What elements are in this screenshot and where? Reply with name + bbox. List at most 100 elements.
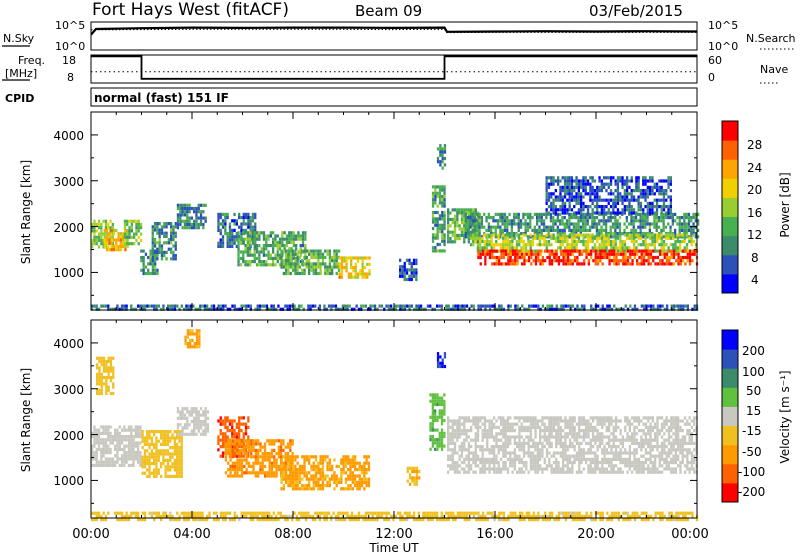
power-cell	[591, 192, 594, 196]
power-cell	[153, 250, 157, 254]
power-cell	[170, 225, 173, 229]
power-cell	[472, 236, 475, 240]
velocity-cell	[164, 458, 167, 462]
power-cell	[580, 307, 584, 311]
velocity-cell	[184, 338, 187, 342]
velocity-cell	[137, 441, 140, 445]
power-cell	[547, 185, 551, 189]
power-cell	[262, 244, 266, 248]
power-cell	[651, 211, 654, 215]
power-cell	[580, 304, 584, 308]
power-cell	[644, 216, 647, 220]
power-cell	[137, 304, 140, 308]
velocity-cell	[148, 458, 151, 462]
velocity-cell	[411, 466, 414, 470]
power-cell	[614, 219, 617, 223]
power-cell	[452, 307, 455, 311]
power-cell	[676, 216, 679, 220]
power-cell	[566, 176, 569, 180]
power-cell	[97, 238, 101, 243]
velocity-cell	[204, 426, 207, 430]
power-cell	[251, 253, 254, 257]
velocity-cell	[358, 484, 361, 488]
power-cell	[408, 274, 411, 278]
power-cell	[538, 233, 541, 237]
velocity-cell	[109, 359, 113, 364]
power-cell	[424, 307, 427, 311]
velocity-cell	[263, 452, 267, 456]
velocity-cell	[206, 423, 210, 427]
power-cell	[582, 236, 585, 240]
power-cell	[603, 246, 606, 250]
power-cell	[685, 246, 689, 250]
power-cell	[495, 239, 498, 244]
power-cell	[651, 192, 654, 196]
power-cell	[288, 234, 291, 238]
velocity-cell	[458, 419, 461, 423]
velocity-cell	[443, 352, 447, 356]
power-cell	[584, 219, 587, 223]
velocity-cell	[112, 356, 115, 360]
power-cell	[623, 228, 626, 232]
power-cell	[503, 228, 507, 232]
velocity-cell	[166, 465, 170, 469]
power-cell	[369, 307, 372, 311]
velocity-cell	[197, 419, 200, 424]
velocity-cell	[150, 471, 153, 475]
power-cell	[613, 249, 616, 253]
power-cell	[100, 235, 103, 239]
velocity-cell	[321, 464, 325, 468]
velocity-cell	[199, 419, 203, 424]
velocity-cell	[199, 407, 203, 411]
power-cell	[237, 234, 240, 238]
power-cell	[609, 235, 612, 239]
power-cell	[456, 221, 459, 225]
velocity-cell	[408, 466, 412, 470]
velocity-cell	[132, 463, 135, 467]
power-cell	[599, 249, 602, 253]
velocity-cell	[240, 458, 244, 462]
power-cell	[628, 185, 631, 189]
velocity-cell	[95, 441, 98, 445]
power-cell	[524, 233, 528, 237]
power-cell	[632, 219, 635, 223]
power-cell	[605, 176, 608, 180]
power-cell	[643, 307, 646, 311]
velocity-cell	[233, 454, 236, 458]
power-cell	[570, 228, 573, 232]
power-cell	[292, 256, 295, 260]
power-cell	[557, 246, 560, 250]
power-cell	[265, 307, 269, 311]
power-cell	[545, 189, 548, 193]
velocity-cell	[317, 471, 320, 475]
power-cell	[449, 217, 452, 221]
power-cell	[629, 252, 632, 256]
power-cell	[537, 304, 540, 308]
power-cell	[158, 234, 161, 238]
power-cell	[582, 205, 585, 209]
power-cell	[330, 307, 333, 311]
velocity-cell	[105, 363, 108, 367]
power-cell	[401, 268, 404, 272]
power-cell	[681, 233, 684, 237]
velocity-cell	[303, 468, 306, 472]
velocity-cell	[453, 435, 457, 439]
power-cell	[672, 255, 676, 260]
power-cell	[660, 249, 663, 253]
power-cell	[441, 210, 444, 215]
velocity-cell	[143, 442, 147, 446]
power-cell	[575, 176, 578, 180]
power-cell	[301, 262, 304, 266]
beam-label: Beam 09	[355, 2, 422, 20]
power-cell	[500, 249, 503, 253]
power-cell	[443, 249, 446, 253]
power-cell	[593, 243, 597, 247]
power-cell	[163, 225, 166, 229]
power-cell	[195, 206, 198, 211]
power-cell	[563, 205, 567, 209]
power-cell	[463, 208, 466, 212]
power-cell	[221, 241, 225, 245]
power-cell	[105, 232, 109, 236]
velocity-cell	[148, 446, 151, 450]
velocity-cell	[252, 455, 255, 459]
